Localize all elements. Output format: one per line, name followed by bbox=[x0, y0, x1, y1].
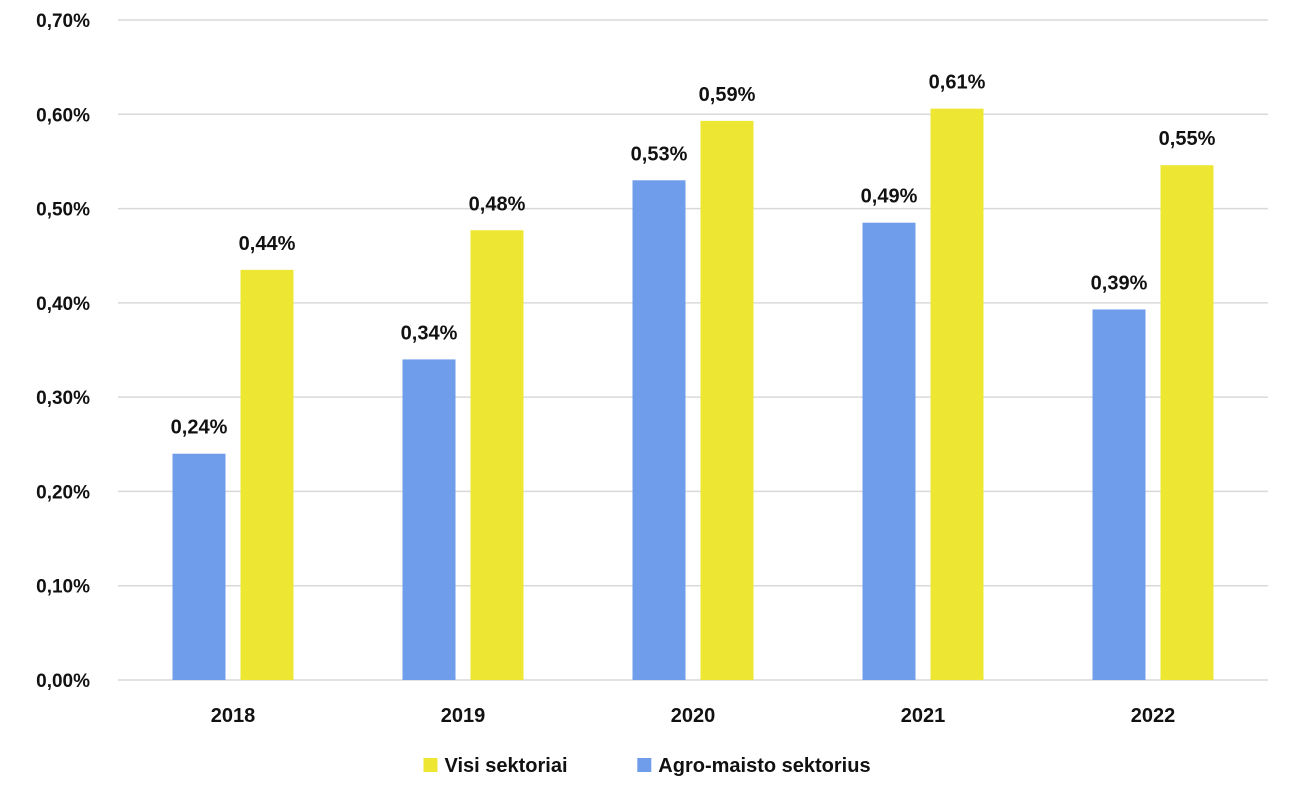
y-tick-label: 0,20% bbox=[36, 482, 90, 503]
x-tick-label: 2019 bbox=[441, 705, 486, 727]
x-tick-label: 2021 bbox=[901, 705, 946, 727]
data-label: 0,53% bbox=[631, 143, 688, 165]
data-label: 0,34% bbox=[401, 322, 458, 344]
bar-agro-2019 bbox=[402, 359, 456, 680]
bars bbox=[172, 108, 1214, 681]
data-label: 0,44% bbox=[239, 233, 296, 255]
data-labels: 0,24% 0,44% 0,34% 0,48% 0,53% 0,59% 0,49% 0,61%… bbox=[171, 72, 1216, 439]
y-tick-label: 0,30% bbox=[36, 388, 90, 409]
legend-label: Agro-maisto sektorius bbox=[658, 755, 870, 777]
y-tick-label: 0,40% bbox=[36, 294, 90, 315]
legend-item: Agro-maisto sektorius bbox=[637, 755, 871, 777]
data-label: 0,39% bbox=[1091, 272, 1148, 294]
gridlines bbox=[118, 19, 1268, 681]
legend-item: Visi sektoriai bbox=[423, 755, 568, 777]
data-label: 0,48% bbox=[469, 193, 526, 215]
x-tick-label: 2018 bbox=[211, 705, 256, 727]
y-tick-label: 0,60% bbox=[36, 105, 90, 126]
x-tick-label: 2020 bbox=[671, 705, 716, 727]
x-tick-label: 2022 bbox=[1131, 705, 1176, 727]
bar-visi-2020 bbox=[700, 120, 754, 680]
legend: Visi sektoriai Agro-maisto sektorius bbox=[423, 755, 871, 777]
bar-visi-2018 bbox=[240, 269, 294, 680]
bar-visi-2019 bbox=[470, 230, 524, 680]
data-label: 0,61% bbox=[929, 72, 986, 94]
data-label: 0,59% bbox=[699, 84, 756, 106]
bar-agro-2020 bbox=[632, 180, 686, 681]
bar-visi-2022 bbox=[1160, 165, 1214, 680]
y-tick-label: 0,00% bbox=[36, 671, 90, 692]
data-label: 0,49% bbox=[861, 186, 918, 208]
legend-swatch bbox=[423, 758, 438, 772]
y-tick-label: 0,70% bbox=[36, 11, 90, 32]
data-label: 0,24% bbox=[171, 417, 228, 439]
legend-swatch bbox=[637, 758, 652, 772]
data-label: 0,55% bbox=[1159, 128, 1216, 150]
legend-label: Visi sektoriai bbox=[445, 755, 568, 777]
x-axis-ticks: 2018 2019 2020 2021 2022 bbox=[211, 705, 1176, 727]
y-tick-label: 0,10% bbox=[36, 577, 90, 598]
bar-agro-2018 bbox=[172, 453, 226, 680]
bar-agro-2021 bbox=[862, 222, 916, 680]
y-axis-ticks: 0,00% 0,10% 0,20% 0,30% 0,40% 0,50% 0,60% 0,70% bbox=[36, 11, 90, 692]
y-tick-label: 0,50% bbox=[36, 200, 90, 221]
bar-agro-2022 bbox=[1092, 309, 1146, 680]
bar-visi-2021 bbox=[930, 108, 984, 681]
